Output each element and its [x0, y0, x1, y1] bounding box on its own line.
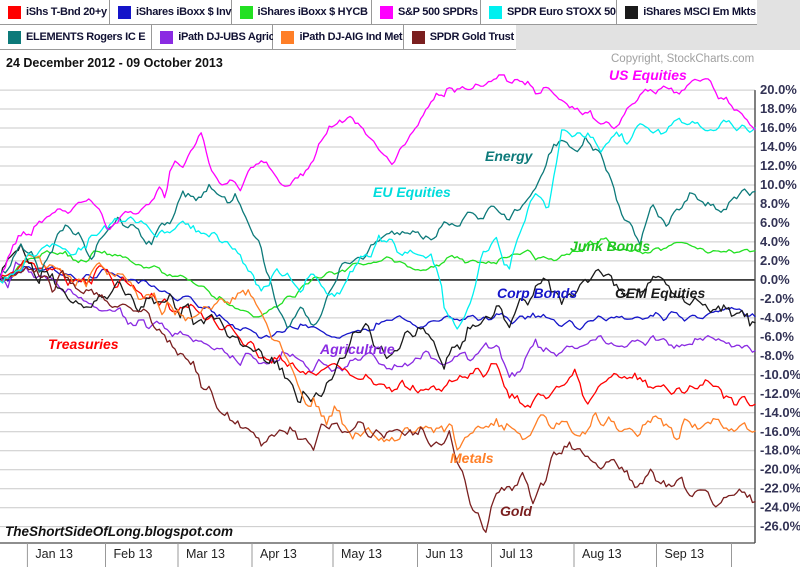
- svg-text:Sep 13: Sep 13: [665, 547, 705, 561]
- svg-text:-12.0%: -12.0%: [760, 386, 800, 401]
- svg-text:0.0%: 0.0%: [760, 272, 790, 287]
- svg-text:8.0%: 8.0%: [760, 196, 790, 211]
- svg-text:Gold: Gold: [500, 503, 532, 519]
- svg-text:EU Equities: EU Equities: [373, 184, 451, 200]
- svg-text:May 13: May 13: [341, 547, 382, 561]
- svg-text:-20.0%: -20.0%: [760, 462, 800, 477]
- svg-text:-14.0%: -14.0%: [760, 405, 800, 420]
- svg-text:Junk Bonds: Junk Bonds: [570, 238, 650, 254]
- svg-text:14.0%: 14.0%: [760, 139, 797, 154]
- svg-text:12.0%: 12.0%: [760, 158, 797, 173]
- svg-text:Apr 13: Apr 13: [260, 547, 297, 561]
- svg-text:-6.0%: -6.0%: [760, 329, 794, 344]
- svg-text:20.0%: 20.0%: [760, 82, 797, 97]
- svg-text:-24.0%: -24.0%: [760, 500, 800, 515]
- svg-text:Feb 13: Feb 13: [114, 547, 153, 561]
- svg-text:6.0%: 6.0%: [760, 215, 790, 230]
- svg-text:-2.0%: -2.0%: [760, 291, 794, 306]
- svg-text:-18.0%: -18.0%: [760, 443, 800, 458]
- svg-text:-10.0%: -10.0%: [760, 367, 800, 382]
- svg-text:GEM Equities: GEM Equities: [615, 285, 705, 301]
- svg-text:Energy: Energy: [485, 148, 534, 164]
- svg-text:Agricultrue: Agricultrue: [319, 341, 395, 357]
- svg-text:Jan 13: Jan 13: [35, 547, 73, 561]
- svg-text:Jul 13: Jul 13: [500, 547, 533, 561]
- svg-text:Corp Bonds: Corp Bonds: [497, 285, 577, 301]
- svg-text:US Equities: US Equities: [609, 67, 687, 83]
- svg-text:-26.0%: -26.0%: [760, 519, 800, 534]
- svg-text:Jun 13: Jun 13: [426, 547, 464, 561]
- svg-text:4.0%: 4.0%: [760, 234, 790, 249]
- svg-text:-22.0%: -22.0%: [760, 481, 800, 496]
- svg-text:2.0%: 2.0%: [760, 253, 790, 268]
- svg-text:Treasuries: Treasuries: [48, 336, 119, 352]
- svg-text:-8.0%: -8.0%: [760, 348, 794, 363]
- svg-text:-4.0%: -4.0%: [760, 310, 794, 325]
- svg-text:Aug 13: Aug 13: [582, 547, 622, 561]
- svg-text:Mar 13: Mar 13: [186, 547, 225, 561]
- svg-text:16.0%: 16.0%: [760, 120, 797, 135]
- svg-text:Metals: Metals: [450, 450, 494, 466]
- svg-text:18.0%: 18.0%: [760, 101, 797, 116]
- svg-text:-16.0%: -16.0%: [760, 424, 800, 439]
- svg-text:10.0%: 10.0%: [760, 177, 797, 192]
